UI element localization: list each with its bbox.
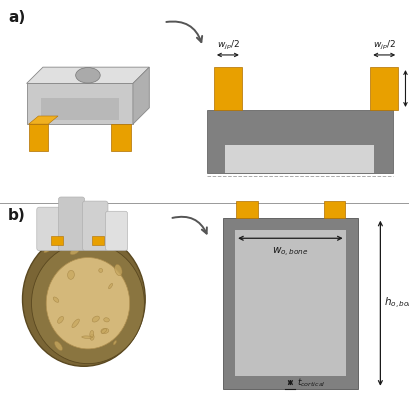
Ellipse shape — [90, 330, 94, 337]
FancyBboxPatch shape — [83, 201, 108, 251]
Bar — [51, 236, 63, 245]
Ellipse shape — [46, 258, 130, 349]
Bar — [370, 67, 398, 110]
Ellipse shape — [82, 336, 92, 338]
Ellipse shape — [72, 319, 79, 328]
Bar — [92, 236, 104, 245]
Polygon shape — [27, 67, 149, 83]
Ellipse shape — [92, 316, 99, 322]
Polygon shape — [133, 67, 149, 124]
Ellipse shape — [101, 329, 107, 333]
Bar — [111, 124, 131, 151]
Bar — [236, 201, 258, 218]
Ellipse shape — [115, 265, 122, 276]
Ellipse shape — [22, 232, 145, 366]
Polygon shape — [27, 83, 133, 124]
Text: $w_{jp}/2$: $w_{jp}/2$ — [216, 39, 239, 52]
Ellipse shape — [31, 243, 144, 364]
Ellipse shape — [108, 283, 112, 289]
Bar — [235, 230, 346, 376]
Bar — [29, 124, 48, 151]
Ellipse shape — [99, 269, 103, 272]
Bar — [41, 98, 119, 120]
Ellipse shape — [90, 335, 94, 340]
Ellipse shape — [70, 248, 79, 255]
Ellipse shape — [67, 270, 74, 279]
Ellipse shape — [53, 297, 59, 302]
Text: $w_{o,bone}$: $w_{o,bone}$ — [272, 246, 309, 260]
Bar — [225, 144, 374, 173]
Ellipse shape — [44, 246, 53, 253]
FancyBboxPatch shape — [58, 197, 85, 251]
Bar — [223, 218, 358, 389]
Bar — [324, 201, 345, 218]
Text: b): b) — [8, 208, 26, 223]
Ellipse shape — [76, 68, 100, 83]
Bar — [207, 110, 393, 173]
Text: $t_{cortical}$: $t_{cortical}$ — [297, 376, 325, 389]
Text: $w_{jp}/2$: $w_{jp}/2$ — [373, 39, 396, 52]
Ellipse shape — [113, 341, 117, 345]
Ellipse shape — [101, 328, 109, 334]
Text: a): a) — [8, 10, 25, 25]
Bar — [214, 67, 242, 110]
Ellipse shape — [58, 317, 63, 323]
Ellipse shape — [104, 318, 109, 322]
FancyBboxPatch shape — [106, 211, 128, 251]
FancyBboxPatch shape — [37, 207, 61, 251]
Polygon shape — [29, 116, 58, 124]
Text: $h_{o,bone}$: $h_{o,bone}$ — [384, 295, 409, 311]
Ellipse shape — [54, 341, 63, 350]
